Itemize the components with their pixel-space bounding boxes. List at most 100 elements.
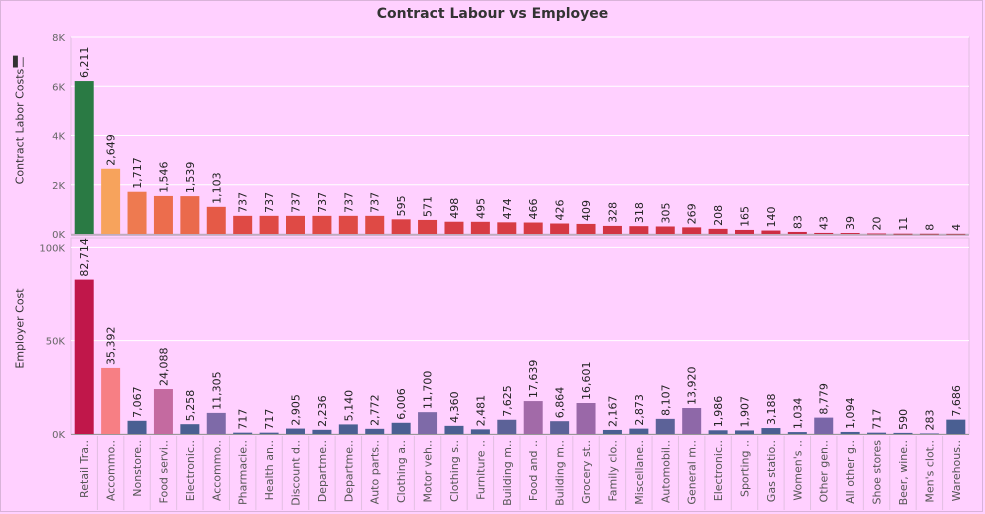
category-label: Motor veh.. xyxy=(422,440,435,503)
bar xyxy=(550,223,570,234)
bar xyxy=(391,219,411,234)
category-label: Family clo.. xyxy=(606,440,619,502)
data-label: 595 xyxy=(395,195,408,216)
y-tick-label: 2K xyxy=(52,181,65,192)
data-label: 2,649 xyxy=(105,134,118,166)
bar xyxy=(708,430,728,434)
data-label: 1,907 xyxy=(739,396,752,428)
data-label: 39 xyxy=(844,216,857,230)
bar xyxy=(629,226,649,234)
bar xyxy=(127,191,147,234)
category-label: Automobil.. xyxy=(659,440,672,503)
data-label: 717 xyxy=(871,409,884,430)
data-label: 590 xyxy=(897,409,910,430)
data-label: 16,601 xyxy=(580,362,593,401)
bar xyxy=(602,225,622,234)
data-label: 466 xyxy=(527,199,540,220)
data-label: 426 xyxy=(554,200,567,221)
category-label: Pharmacie.. xyxy=(237,440,250,505)
category-label: Gas statio.. xyxy=(765,440,778,502)
bar xyxy=(153,195,173,234)
bar xyxy=(867,432,887,434)
data-label: 7,686 xyxy=(950,385,963,417)
category-label: Clothing s.. xyxy=(448,440,461,502)
data-label: 5,140 xyxy=(342,390,355,422)
category-label: Men's clot.. xyxy=(923,440,936,503)
bar xyxy=(206,206,226,234)
y-tick-label: 0K xyxy=(52,430,65,441)
bar xyxy=(682,227,702,234)
category-label: Departme.. xyxy=(342,440,355,502)
bar xyxy=(180,196,200,234)
bar xyxy=(946,419,966,434)
data-label: 140 xyxy=(765,207,778,228)
bar xyxy=(233,215,253,234)
bar xyxy=(233,432,253,434)
bar xyxy=(74,279,94,434)
bar xyxy=(470,221,490,234)
bar xyxy=(286,428,305,434)
bar xyxy=(153,389,173,434)
data-label: 571 xyxy=(422,196,435,217)
bar xyxy=(338,215,358,234)
bar xyxy=(523,222,543,234)
bar xyxy=(286,215,305,234)
category-label: Building m.. xyxy=(501,440,514,506)
y-tick-label: 100K xyxy=(39,243,65,254)
bar xyxy=(418,412,438,434)
category-label: Electronic.. xyxy=(712,440,725,501)
bar xyxy=(497,222,517,234)
bar xyxy=(497,419,517,434)
bar xyxy=(206,412,226,434)
data-label: 6,211 xyxy=(78,47,91,79)
data-label: 305 xyxy=(659,202,672,223)
data-label: 4,360 xyxy=(448,391,461,423)
category-label: Discount d.. xyxy=(290,440,303,506)
category-label: Nonstore.. xyxy=(131,440,144,497)
bar xyxy=(338,424,358,434)
category-label: Food servi.. xyxy=(157,440,170,503)
data-label: 737 xyxy=(263,192,276,213)
category-label: Electronic.. xyxy=(184,440,197,501)
bar xyxy=(180,424,200,434)
bar xyxy=(655,418,675,434)
data-label: 6,006 xyxy=(395,388,408,420)
category-label: Furniture .. xyxy=(474,440,487,500)
chart-type-icon: ▋∣ xyxy=(13,57,26,68)
category-label: Accommo.. xyxy=(210,440,223,501)
bar xyxy=(629,428,649,434)
bar xyxy=(550,421,570,434)
bar xyxy=(814,232,834,234)
category-label: Shoe stores xyxy=(871,440,884,505)
data-label: 2,167 xyxy=(606,395,619,427)
data-label: 717 xyxy=(263,409,276,430)
data-label: 11,305 xyxy=(210,371,223,410)
data-label: 8,107 xyxy=(659,384,672,416)
data-label: 269 xyxy=(686,203,699,224)
category-label: Grocery st.. xyxy=(580,440,593,504)
bar xyxy=(127,420,147,434)
data-label: 737 xyxy=(316,192,329,213)
bar xyxy=(576,223,596,234)
bar xyxy=(418,219,438,234)
category-label: Other gen.. xyxy=(818,440,831,502)
bar xyxy=(840,233,860,234)
bar xyxy=(814,417,834,434)
bar xyxy=(761,230,781,234)
data-label: 498 xyxy=(448,198,461,219)
data-label: 7,067 xyxy=(131,386,144,418)
data-label: 328 xyxy=(606,202,619,223)
data-label: 737 xyxy=(342,192,355,213)
bar xyxy=(444,425,464,434)
bar xyxy=(735,430,754,434)
data-label: 24,088 xyxy=(157,348,170,387)
data-label: 737 xyxy=(290,192,303,213)
data-label: 1,034 xyxy=(791,398,804,430)
category-label: Miscellane.. xyxy=(633,440,646,505)
data-label: 2,772 xyxy=(369,394,382,426)
data-label: 2,236 xyxy=(316,395,329,427)
data-label: 4 xyxy=(950,224,963,231)
category-label: Food and .. xyxy=(527,440,540,501)
